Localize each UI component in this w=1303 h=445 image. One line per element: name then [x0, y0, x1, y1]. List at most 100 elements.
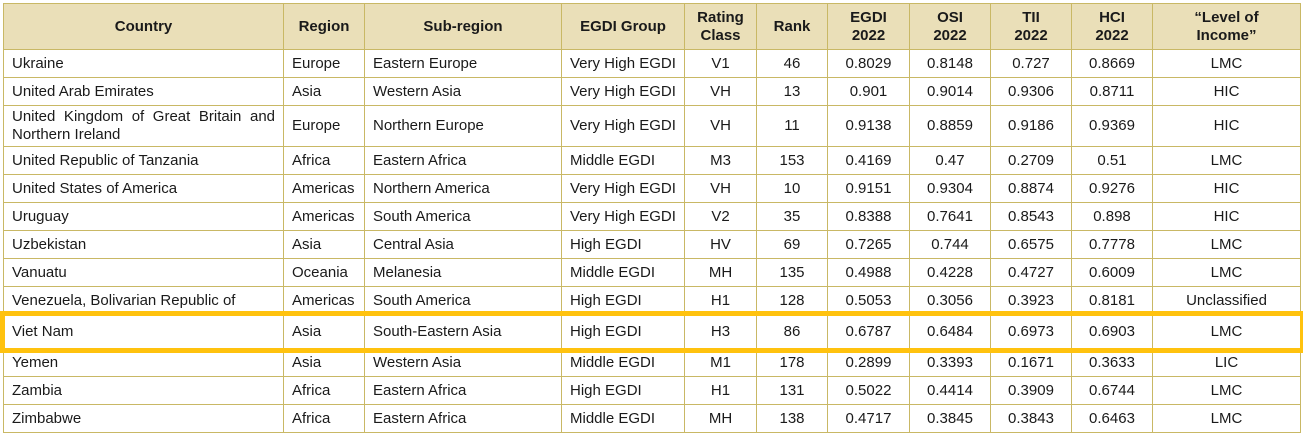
cell-rank: 138 — [756, 404, 828, 433]
cell-region: Africa — [283, 146, 365, 175]
cell-osi_2022: 0.3393 — [909, 348, 991, 377]
cell-rank: 35 — [756, 202, 828, 231]
cell-egdi_2022: 0.4169 — [827, 146, 910, 175]
cell-rank: 153 — [756, 146, 828, 175]
header-row: Country Region Sub-region EGDI Group Rating … — [3, 3, 1301, 50]
cell-country: Venezuela, Bolivarian Republic of — [3, 286, 284, 315]
column-header-rating_class: Rating Class — [684, 3, 757, 50]
cell-country: Ukraine — [3, 49, 284, 78]
cell-income_level: LMC — [1152, 258, 1301, 287]
cell-country: United Republic of Tanzania — [3, 146, 284, 175]
cell-egdi_2022: 0.5022 — [827, 376, 910, 405]
table-row: Zimbabwe Africa Eastern Africa Middle EGDI M… — [3, 404, 1301, 433]
cell-region: Americas — [283, 202, 365, 231]
cell-egdi_2022: 0.8388 — [827, 202, 910, 231]
cell-tii_2022: 0.3909 — [990, 376, 1072, 405]
cell-hci_2022: 0.8669 — [1071, 49, 1153, 78]
cell-income_level: LMC — [1152, 49, 1301, 78]
cell-osi_2022: 0.4414 — [909, 376, 991, 405]
column-header-egdi_group: EGDI Group — [561, 3, 685, 50]
column-header-osi_2022: OSI 2022 — [909, 3, 991, 50]
column-header-hci_2022: HCI 2022 — [1071, 3, 1153, 50]
cell-rank: 11 — [756, 105, 828, 147]
cell-income_level: Unclassified — [1152, 286, 1301, 315]
cell-rating_class: HV — [684, 230, 757, 259]
cell-hci_2022: 0.6009 — [1071, 258, 1153, 287]
cell-tii_2022: 0.727 — [990, 49, 1072, 78]
cell-region: Asia — [283, 77, 365, 106]
cell-country: Vanuatu — [3, 258, 284, 287]
cell-region: Americas — [283, 286, 365, 315]
cell-region: Asia — [283, 314, 365, 349]
column-header-country: Country — [3, 3, 284, 50]
table-row: Ukraine Europe Eastern Europe Very High EGD… — [3, 49, 1301, 78]
cell-region: Africa — [283, 376, 365, 405]
table-row: Zambia Africa Eastern Africa High EGDI H1 131… — [3, 376, 1301, 405]
table-row-highlighted: Viet Nam Asia South-Eastern Asia High EGDI H… — [0, 310, 1303, 353]
cell-tii_2022: 0.9186 — [990, 105, 1072, 147]
egdi-country-table: Country Region Sub-region EGDI Group Rating … — [0, 3, 1303, 433]
cell-country: Uruguay — [3, 202, 284, 231]
cell-tii_2022: 0.8874 — [990, 174, 1072, 203]
cell-tii_2022: 0.3923 — [990, 286, 1072, 315]
cell-osi_2022: 0.3845 — [909, 404, 991, 433]
cell-rank: 13 — [756, 77, 828, 106]
cell-rating_class: M3 — [684, 146, 757, 175]
cell-rank: 131 — [756, 376, 828, 405]
cell-rank: 69 — [756, 230, 828, 259]
cell-country: United States of America — [3, 174, 284, 203]
cell-rating_class: MH — [684, 404, 757, 433]
cell-hci_2022: 0.8711 — [1071, 77, 1153, 106]
column-header-region: Region — [283, 3, 365, 50]
cell-income_level: LMC — [1152, 376, 1301, 405]
cell-tii_2022: 0.2709 — [990, 146, 1072, 175]
cell-rank: 128 — [756, 286, 828, 315]
cell-osi_2022: 0.4228 — [909, 258, 991, 287]
cell-country: Yemen — [3, 348, 284, 377]
cell-rating_class: MH — [684, 258, 757, 287]
cell-income_level: LMC — [1152, 230, 1301, 259]
cell-rank: 135 — [756, 258, 828, 287]
column-header-tii_2022: TII 2022 — [990, 3, 1072, 50]
table-body: Ukraine Europe Eastern Europe Very High EGD… — [0, 49, 1303, 433]
cell-region: Americas — [283, 174, 365, 203]
cell-hci_2022: 0.6744 — [1071, 376, 1153, 405]
cell-egdi_group: Middle EGDI — [561, 146, 685, 175]
table-row: Uruguay Americas South America Very High EG… — [3, 202, 1301, 231]
cell-egdi_2022: 0.4988 — [827, 258, 910, 287]
table-row: United Republic of Tanzania Africa Eastern… — [3, 146, 1301, 175]
cell-tii_2022: 0.3843 — [990, 404, 1072, 433]
cell-hci_2022: 0.3633 — [1071, 348, 1153, 377]
cell-country: Zambia — [3, 376, 284, 405]
cell-osi_2022: 0.47 — [909, 146, 991, 175]
cell-hci_2022: 0.51 — [1071, 146, 1153, 175]
cell-subregion: Eastern Europe — [364, 49, 562, 78]
cell-subregion: Melanesia — [364, 258, 562, 287]
cell-egdi_group: High EGDI — [561, 230, 685, 259]
cell-osi_2022: 0.8859 — [909, 105, 991, 147]
cell-egdi_group: Very High EGDI — [561, 77, 685, 106]
cell-rank: 86 — [756, 314, 828, 349]
cell-subregion: South America — [364, 202, 562, 231]
cell-egdi_2022: 0.6787 — [827, 314, 910, 349]
cell-egdi_group: Very High EGDI — [561, 174, 685, 203]
cell-hci_2022: 0.6463 — [1071, 404, 1153, 433]
cell-rating_class: H1 — [684, 376, 757, 405]
cell-income_level: LMC — [1152, 404, 1301, 433]
table-row: United Arab Emirates Asia Western Asia Very… — [3, 77, 1301, 106]
cell-income_level: HIC — [1152, 105, 1301, 147]
cell-subregion: South America — [364, 286, 562, 315]
cell-hci_2022: 0.9276 — [1071, 174, 1153, 203]
cell-hci_2022: 0.6903 — [1071, 314, 1153, 349]
cell-rating_class: VH — [684, 105, 757, 147]
cell-rating_class: H1 — [684, 286, 757, 315]
cell-region: Africa — [283, 404, 365, 433]
cell-rating_class: VH — [684, 77, 757, 106]
table-row: Uzbekistan Asia Central Asia High EGDI HV 69 0… — [3, 230, 1301, 259]
cell-region: Europe — [283, 49, 365, 78]
cell-tii_2022: 0.6973 — [990, 314, 1072, 349]
cell-hci_2022: 0.7778 — [1071, 230, 1153, 259]
cell-egdi_group: Middle EGDI — [561, 258, 685, 287]
cell-rating_class: V1 — [684, 49, 757, 78]
